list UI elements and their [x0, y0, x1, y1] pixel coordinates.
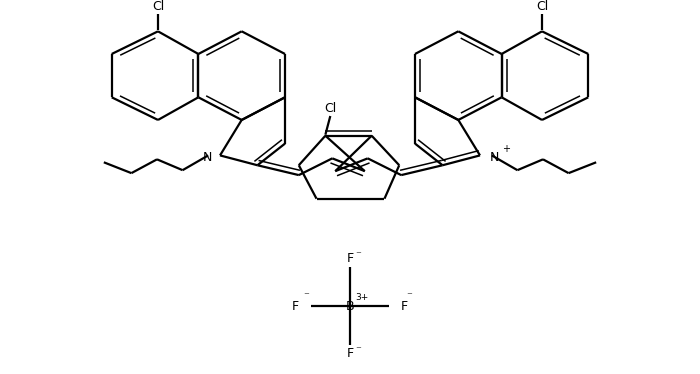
Text: F: F: [346, 347, 354, 360]
Text: Cl: Cl: [152, 0, 164, 13]
Text: B: B: [346, 300, 354, 313]
Text: ⁻: ⁻: [304, 291, 309, 301]
Text: 3+: 3+: [355, 293, 368, 302]
Text: ⁻: ⁻: [406, 291, 412, 301]
Text: Cl: Cl: [536, 0, 548, 13]
Text: F: F: [292, 300, 299, 313]
Text: F: F: [401, 300, 408, 313]
Text: Cl: Cl: [324, 102, 337, 115]
Text: +: +: [502, 144, 510, 154]
Text: N: N: [203, 151, 212, 164]
Text: ⁻: ⁻: [355, 345, 360, 355]
Text: ⁻: ⁻: [355, 250, 360, 260]
Text: N: N: [490, 151, 499, 164]
Text: F: F: [346, 252, 354, 265]
